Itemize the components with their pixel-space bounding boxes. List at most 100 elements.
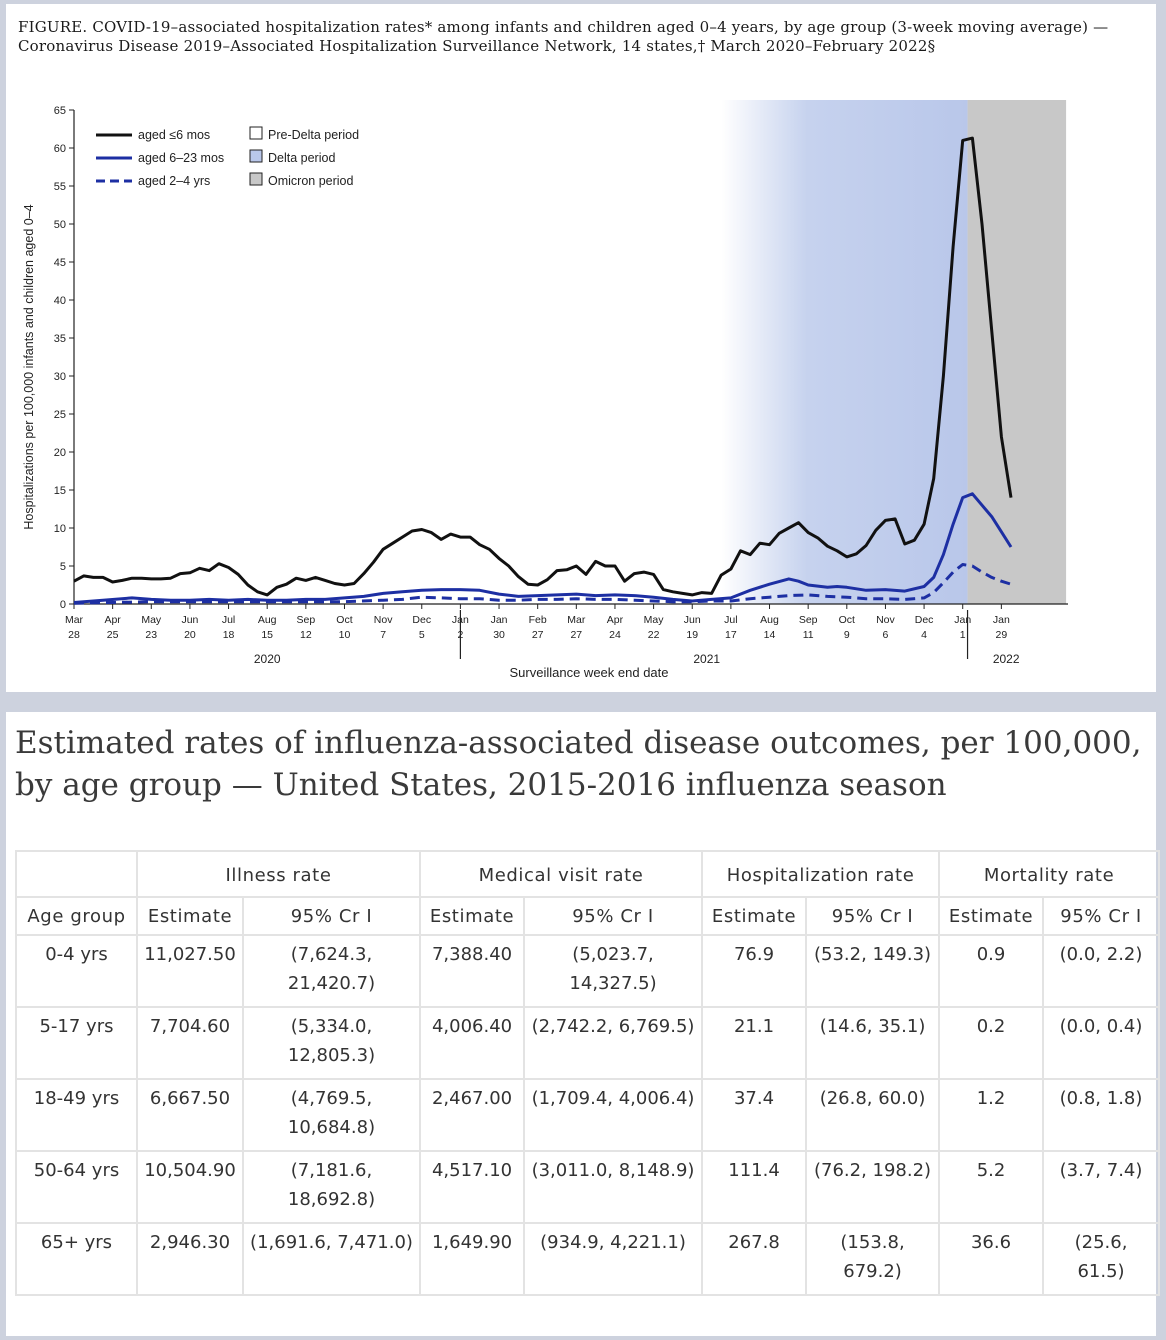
table-cell: 11,027.50 [136, 934, 244, 1008]
influenza-rates-table: Illness rate Medical visit rate Hospital… [15, 850, 1161, 1296]
header-mortality-rate: Mortality rate [938, 850, 1161, 898]
table-panel: Estimated rates of influenza-associated … [6, 712, 1161, 1336]
y-tick-label: 5 [60, 561, 66, 573]
age-cell: 18-49 yrs [15, 1078, 138, 1152]
x-tick-day: 23 [145, 629, 157, 641]
table-cell: 1,649.90 [419, 1222, 526, 1296]
x-tick-month: Sep [799, 614, 818, 626]
header-estimate: Estimate [701, 896, 808, 936]
x-tick-month: Jan [993, 614, 1010, 626]
header-estimate: Estimate [136, 896, 244, 936]
table-cell: 36.6 [938, 1222, 1045, 1296]
x-tick-month: Aug [258, 614, 277, 626]
x-tick-day: 1 [960, 629, 966, 641]
x-tick-day: 25 [107, 629, 119, 641]
x-tick-month: May [644, 614, 665, 626]
table-cell: (7,624.3, 21,420.7) [241, 934, 422, 1008]
x-tick-day: 22 [648, 629, 660, 641]
table-cell: (0.8, 1.8) [1042, 1078, 1161, 1152]
y-tick-label: 15 [54, 485, 66, 497]
table-cell: 2,946.30 [136, 1222, 244, 1296]
x-tick-month: Nov [876, 614, 895, 626]
table-cell: 2,467.00 [419, 1078, 526, 1152]
table-cell: (153.8, 679.2) [805, 1222, 941, 1296]
series-line-3 [73, 563, 1012, 605]
y-tick-label: 40 [54, 295, 66, 307]
header-blank [15, 850, 138, 898]
age-cell: 50-64 yrs [15, 1150, 138, 1224]
x-tick-day: 17 [725, 629, 737, 641]
table-cell: (25.6, 61.5) [1042, 1222, 1161, 1296]
header-hospitalization-rate: Hospitalization rate [701, 850, 941, 898]
x-tick-day: 6 [883, 629, 889, 641]
table-row: 65+ yrs 2,946.30 (1,691.6, 7,471.0) 1,64… [15, 1222, 1161, 1296]
table-cell: (0.0, 0.4) [1042, 1006, 1161, 1080]
x-tick-month: Apr [607, 614, 624, 626]
x-tick-month: Mar [567, 614, 586, 626]
y-tick-label: 0 [60, 599, 66, 611]
table-cell: (1,691.6, 7,471.0) [241, 1222, 422, 1296]
y-tick-label: 55 [54, 181, 66, 193]
table-cell: (934.9, 4,221.1) [523, 1222, 704, 1296]
y-tick-label: 30 [54, 371, 66, 383]
x-tick-day: 20 [184, 629, 196, 641]
table-cell: 7,704.60 [136, 1006, 244, 1080]
x-tick-month: May [141, 614, 162, 626]
x-tick-day: 28 [68, 629, 80, 641]
x-tick-month: Jun [181, 614, 198, 626]
legend-label-series: aged 2–4 yrs [138, 174, 210, 188]
x-tick-day: 27 [570, 629, 582, 641]
x-tick-month: Sep [296, 614, 315, 626]
x-tick-month: Oct [839, 614, 855, 626]
x-tick-day: 15 [261, 629, 273, 641]
table-cell: 76.9 [701, 934, 808, 1008]
x-tick-day: 4 [921, 629, 927, 641]
y-tick-label: 50 [54, 219, 66, 231]
table-cell: (53.2, 149.3) [805, 934, 941, 1008]
x-tick-day: 19 [686, 629, 698, 641]
table-cell: 10,504.90 [136, 1150, 244, 1224]
table-cell: 111.4 [701, 1150, 808, 1224]
table-cell: (7,181.6, 18,692.8) [241, 1150, 422, 1224]
x-tick-month: Aug [760, 614, 779, 626]
age-cell: 5-17 yrs [15, 1006, 138, 1080]
x-axis-label: Surveillance week end date [510, 665, 669, 680]
age-cell: 65+ yrs [15, 1222, 138, 1296]
header-ci: 95% Cr I [523, 896, 704, 936]
year-label: 2022 [993, 652, 1020, 666]
table-cell: (4,769.5, 10,684.8) [241, 1078, 422, 1152]
covid-hospitalization-chart: 05101520253035404550556065Hospitalizatio… [22, 100, 1068, 680]
header-ci: 95% Cr I [805, 896, 941, 936]
x-tick-day: 10 [339, 629, 351, 641]
table-cell: 4,517.10 [419, 1150, 526, 1224]
y-tick-label: 20 [54, 447, 66, 459]
header-estimate: Estimate [419, 896, 526, 936]
y-tick-label: 60 [54, 143, 66, 155]
header-medical-visit-rate: Medical visit rate [419, 850, 704, 898]
x-tick-day: 18 [223, 629, 235, 641]
table-cell: (26.8, 60.0) [805, 1078, 941, 1152]
x-tick-month: Mar [65, 614, 84, 626]
y-tick-label: 25 [54, 409, 66, 421]
table-title: Estimated rates of influenza-associated … [15, 725, 1142, 803]
year-label: 2021 [693, 652, 720, 666]
table-cell: 0.9 [938, 934, 1045, 1008]
table-cell: (76.2, 198.2) [805, 1150, 941, 1224]
legend-label-period: Omicron period [268, 174, 353, 188]
x-tick-day: 27 [532, 629, 544, 641]
x-tick-month: Apr [104, 614, 121, 626]
x-tick-day: 5 [419, 629, 425, 641]
table-row: 0-4 yrs 11,027.50 (7,624.3, 21,420.7) 7,… [15, 934, 1161, 1008]
x-tick-day: 30 [493, 629, 505, 641]
x-tick-day: 29 [996, 629, 1008, 641]
x-tick-month: Jul [724, 614, 737, 626]
table-cell: (0.0, 2.2) [1042, 934, 1161, 1008]
table-cell: (5,334.0, 12,805.3) [241, 1006, 422, 1080]
y-tick-label: 35 [54, 333, 66, 345]
x-tick-month: Oct [336, 614, 352, 626]
legend-label-series: aged 6–23 mos [138, 151, 224, 165]
table-cell: 7,388.40 [419, 934, 526, 1008]
table-cell: 0.2 [938, 1006, 1045, 1080]
x-tick-day: 24 [609, 629, 621, 641]
legend-swatch-period [249, 149, 263, 163]
